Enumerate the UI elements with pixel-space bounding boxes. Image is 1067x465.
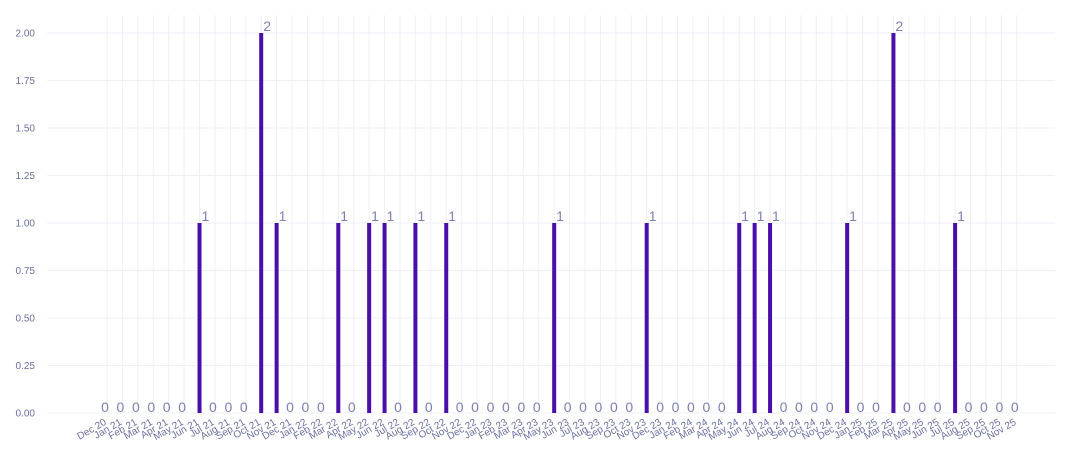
data-label: 1 (340, 208, 348, 224)
y-axis: 0.00 0.25 0.50 0.75 1.00 1.25 1.50 1.75 2.00 (16, 29, 36, 420)
data-label: 1 (741, 208, 749, 224)
bar (259, 33, 264, 413)
data-label: 1 (849, 208, 857, 224)
y-tick-label: 1.25 (16, 171, 36, 182)
y-tick-label: 1.00 (16, 219, 36, 230)
data-label: 0 (579, 399, 587, 415)
bar (382, 223, 387, 413)
data-label: 0 (163, 399, 171, 415)
data-label: 0 (317, 399, 325, 415)
bar (274, 223, 279, 413)
data-label: 0 (795, 399, 803, 415)
data-label: 1 (757, 208, 765, 224)
y-tick-label: 0.25 (16, 361, 36, 372)
data-label: 0 (826, 399, 834, 415)
data-label: 0 (147, 399, 155, 415)
data-label: 0 (903, 399, 911, 415)
data-label: 0 (564, 399, 572, 415)
data-label: 0 (224, 399, 232, 415)
bar (336, 223, 341, 413)
bar (367, 223, 372, 413)
data-label: 0 (533, 399, 541, 415)
data-label: 0 (471, 399, 479, 415)
bar (413, 223, 418, 413)
bar (644, 223, 649, 413)
bar (444, 223, 449, 413)
data-label: 0 (810, 399, 818, 415)
data-label: 0 (517, 399, 525, 415)
data-label: 0 (394, 399, 402, 415)
data-label: 0 (934, 399, 942, 415)
bars (197, 33, 958, 413)
y-tick-label: 0.00 (16, 409, 36, 420)
data-label: 0 (702, 399, 710, 415)
data-label: 2 (263, 18, 271, 34)
data-label: 2 (895, 18, 903, 34)
data-label: 1 (202, 208, 210, 224)
data-label: 0 (240, 399, 248, 415)
data-label: 0 (872, 399, 880, 415)
data-label: 0 (425, 399, 433, 415)
data-label: 1 (279, 208, 287, 224)
data-label: 0 (595, 399, 603, 415)
data-label: 0 (687, 399, 695, 415)
y-tick-label: 1.75 (16, 76, 36, 87)
data-label: 0 (117, 399, 125, 415)
y-tick-label: 0.50 (16, 314, 36, 325)
bar (768, 223, 773, 413)
data-label: 0 (672, 399, 680, 415)
data-label: 1 (957, 208, 965, 224)
data-label: 0 (965, 399, 973, 415)
data-label: 0 (178, 399, 186, 415)
data-label: 0 (995, 399, 1003, 415)
data-label: 0 (487, 399, 495, 415)
y-tick-label: 1.50 (16, 124, 36, 135)
bar (891, 33, 896, 413)
data-label: 1 (556, 208, 564, 224)
data-label: 0 (918, 399, 926, 415)
bar (845, 223, 850, 413)
data-label: 0 (209, 399, 217, 415)
data-label: 0 (1011, 399, 1019, 415)
data-label: 1 (371, 208, 379, 224)
data-label: 1 (387, 208, 395, 224)
data-label: 0 (857, 399, 865, 415)
data-label: 0 (656, 399, 664, 415)
data-label: 0 (610, 399, 618, 415)
y-tick-label: 0.75 (16, 266, 36, 277)
data-label: 0 (780, 399, 788, 415)
data-label: 0 (101, 399, 109, 415)
data-label: 1 (772, 208, 780, 224)
bar (737, 223, 742, 413)
data-label: 1 (417, 208, 425, 224)
data-label: 0 (302, 399, 310, 415)
bar (953, 223, 958, 413)
data-label: 0 (980, 399, 988, 415)
data-label: 0 (456, 399, 464, 415)
data-label: 0 (625, 399, 633, 415)
data-label: 0 (132, 399, 140, 415)
data-label: 1 (649, 208, 657, 224)
data-label: 1 (448, 208, 456, 224)
bar (752, 223, 757, 413)
data-label: 0 (718, 399, 726, 415)
bar (197, 223, 202, 413)
data-label: 0 (286, 399, 294, 415)
bar (552, 223, 557, 413)
data-label: 0 (348, 399, 356, 415)
y-tick-label: 2.00 (16, 29, 36, 40)
data-label: 0 (502, 399, 510, 415)
